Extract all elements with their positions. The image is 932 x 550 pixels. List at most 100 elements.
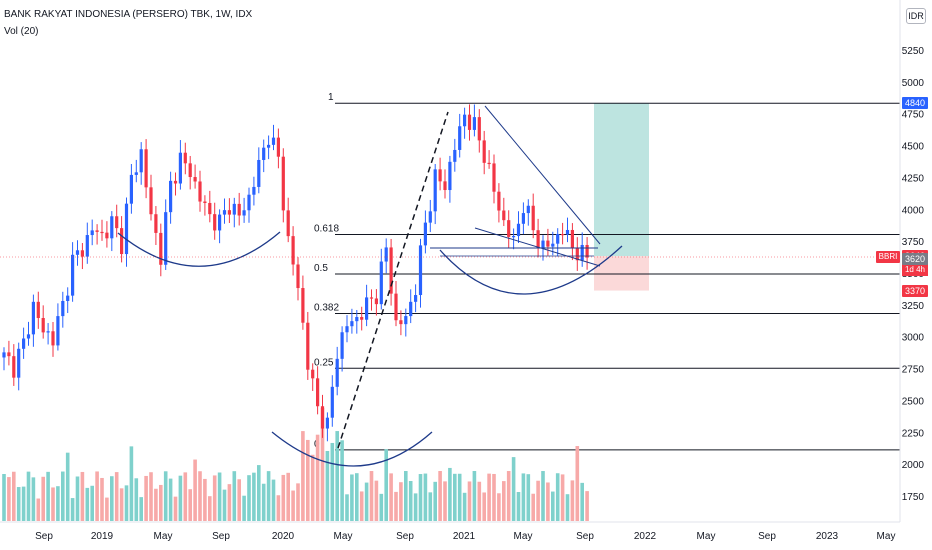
- candle-body: [570, 229, 574, 248]
- resistance-trendline: [484, 105, 601, 245]
- volume-bar: [389, 473, 393, 521]
- candle-body: [134, 172, 138, 175]
- candle-body: [428, 211, 432, 223]
- volume-bar: [61, 471, 65, 521]
- candle-body: [95, 230, 99, 232]
- candle-body: [115, 216, 119, 229]
- volume-bar: [281, 474, 286, 521]
- volume-bar: [36, 498, 41, 521]
- volume-indicator-label[interactable]: Vol (20): [4, 26, 39, 37]
- volume-bar: [247, 475, 251, 521]
- volume-bar: [119, 488, 124, 521]
- candle-body: [350, 321, 354, 327]
- volume-bar: [114, 472, 119, 521]
- candle-body: [159, 232, 163, 265]
- candle-body: [325, 417, 329, 429]
- volume-bar: [408, 480, 413, 521]
- position-zones: [594, 103, 649, 291]
- volume-bar: [502, 481, 506, 521]
- volume-bar: [75, 476, 80, 521]
- target-zone: [594, 103, 649, 257]
- volume-bar: [31, 477, 36, 521]
- currency-button[interactable]: IDR: [906, 8, 926, 24]
- volume-bar: [511, 457, 516, 521]
- y-tick-label: 3250: [902, 301, 925, 312]
- volume-bar: [227, 484, 232, 521]
- volume-bar: [183, 472, 188, 521]
- candle-body: [316, 378, 320, 407]
- candle-body: [497, 191, 501, 211]
- x-tick-label: 2019: [91, 531, 114, 542]
- volume-bar: [139, 497, 143, 521]
- candle-body: [521, 213, 525, 224]
- stop-zone: [594, 256, 649, 291]
- candle-body: [71, 254, 75, 296]
- candle-body: [487, 162, 491, 165]
- candle-body: [188, 163, 192, 178]
- volume-bar: [487, 473, 491, 521]
- volume-bar: [399, 482, 403, 521]
- candle-body: [585, 244, 589, 258]
- volume-bar: [178, 475, 183, 521]
- volume-bar: [340, 440, 344, 521]
- volume-bar: [555, 473, 560, 521]
- x-tick-label: 2020: [272, 531, 295, 542]
- volume-bar: [124, 485, 129, 521]
- candle-body: [404, 316, 408, 325]
- volume-bar: [286, 472, 290, 521]
- candle-body: [129, 174, 133, 204]
- volume-bar: [482, 492, 486, 521]
- candle-body: [291, 236, 295, 265]
- candle-body: [46, 331, 50, 333]
- candle-body: [580, 244, 584, 261]
- candle-body: [296, 264, 300, 289]
- fib-label: 1: [328, 92, 334, 103]
- volume-bar: [492, 473, 496, 521]
- volume-bar: [163, 471, 168, 521]
- volume-bar: [252, 472, 256, 521]
- candle-body: [345, 326, 349, 333]
- volume-bar: [472, 471, 477, 521]
- volume-bar: [129, 446, 134, 521]
- candle-body: [124, 203, 129, 255]
- candle-body: [281, 156, 285, 211]
- y-tick-label: 5000: [902, 78, 925, 89]
- volume-bar: [70, 498, 75, 521]
- volume-bar: [56, 486, 60, 521]
- volume-bar: [462, 492, 467, 521]
- candle-body: [90, 230, 94, 236]
- volume-bar: [379, 493, 384, 521]
- candle-body: [477, 117, 481, 141]
- fib-label: 0.25: [314, 357, 334, 368]
- volume-bar: [100, 477, 104, 521]
- y-tick-label: 4750: [902, 110, 925, 121]
- candle-body: [306, 322, 310, 370]
- price-axis: 1750200022502500275030003250350037504000…: [899, 0, 925, 522]
- candle-body: [198, 181, 202, 202]
- volume-bar: [217, 472, 222, 521]
- candle-body: [531, 205, 535, 231]
- volume-bar: [310, 454, 315, 521]
- y-tick-label: 2250: [902, 428, 925, 439]
- volume-bar: [565, 494, 570, 521]
- candle-body: [492, 163, 496, 192]
- x-tick-label: Sep: [758, 531, 776, 542]
- candle-body: [183, 152, 187, 164]
- time-axis: Sep 2019 May Sep 2020 May Sep 2021 May Sep 2022 May…: [0, 521, 900, 542]
- candle-body: [301, 288, 305, 323]
- candle-body: [355, 317, 359, 322]
- y-tick-label: 4250: [902, 173, 925, 184]
- candle-body: [438, 169, 442, 182]
- volume-bar: [208, 496, 212, 521]
- x-tick-label: Sep: [576, 531, 594, 542]
- volume-bar: [149, 472, 153, 521]
- volume-bar: [570, 480, 575, 521]
- volume-bar: [575, 446, 580, 521]
- volume-bar: [315, 434, 320, 521]
- candle-body: [178, 152, 182, 184]
- candle-body: [286, 210, 290, 237]
- support-trendline: [474, 227, 601, 267]
- candle-body: [448, 161, 452, 191]
- candle-body: [467, 114, 472, 130]
